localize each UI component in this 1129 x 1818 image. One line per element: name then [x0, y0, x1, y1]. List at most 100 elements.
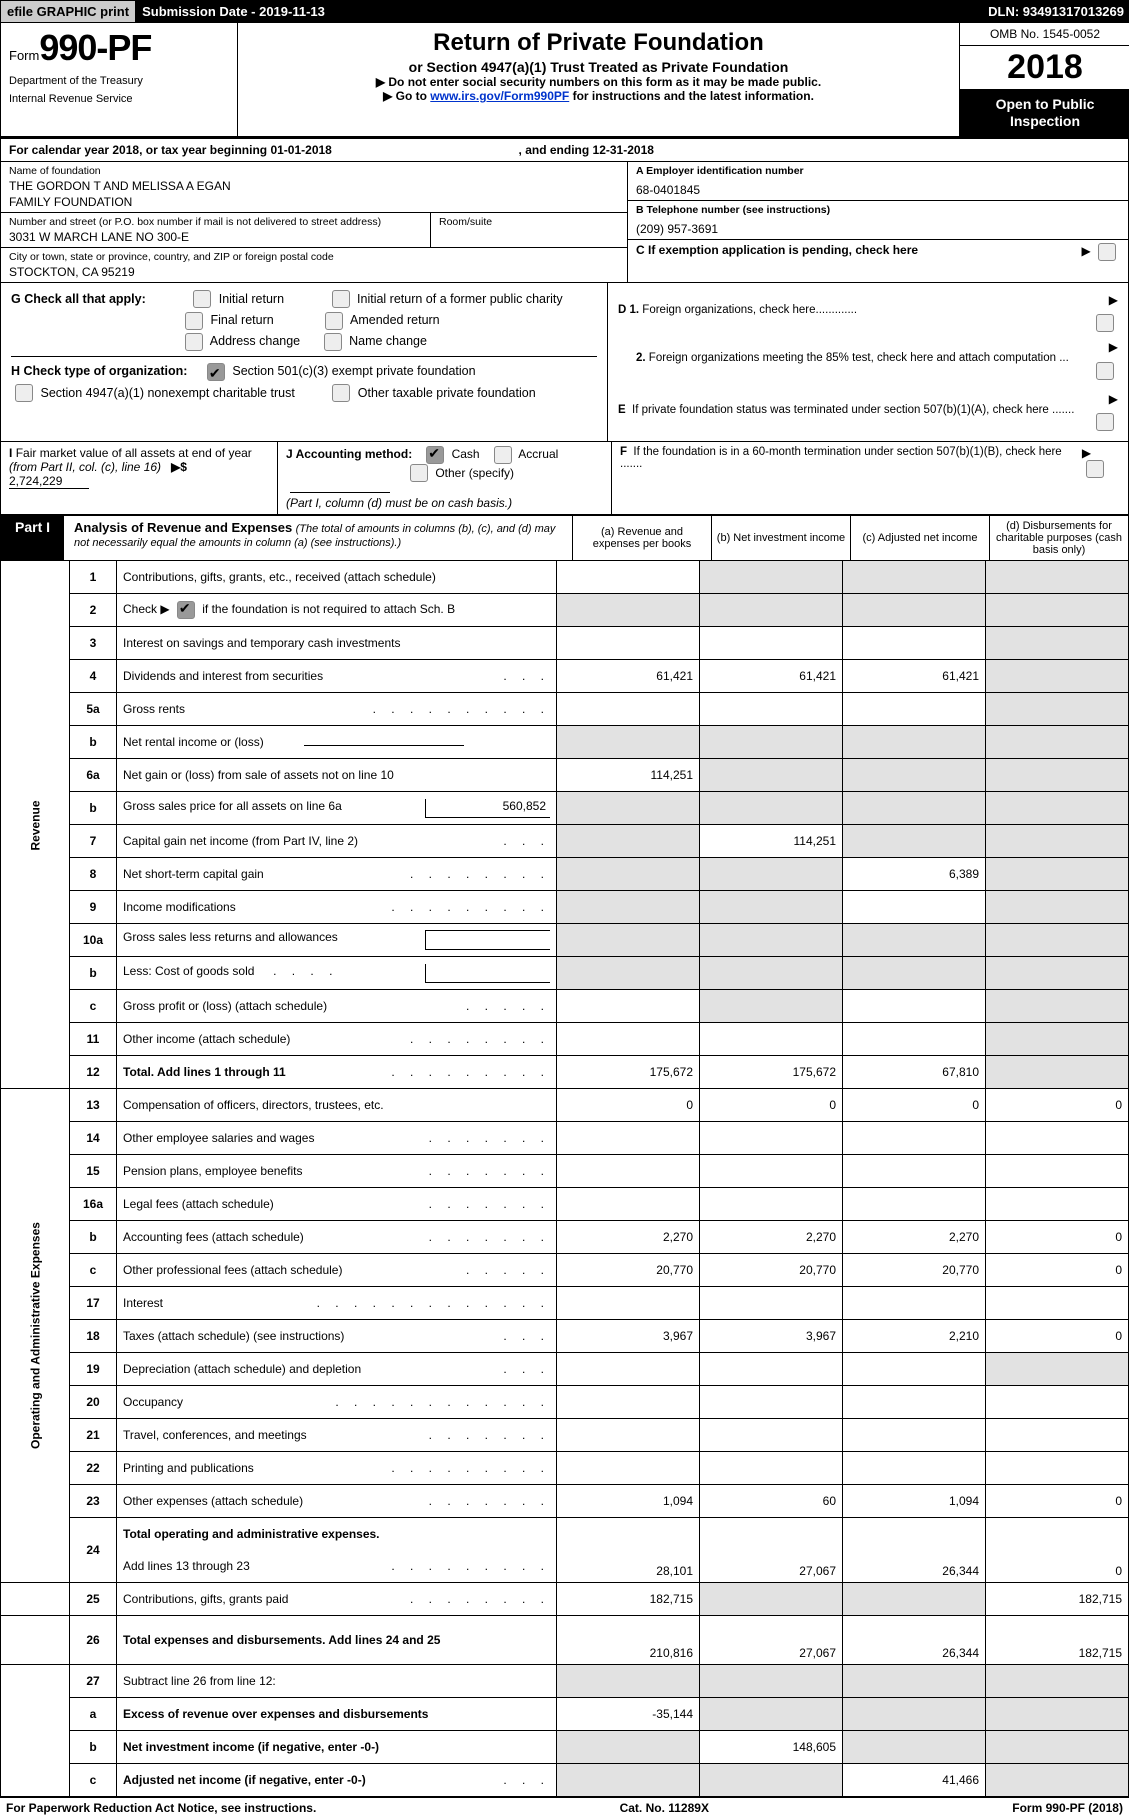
r9-d	[986, 891, 1129, 924]
r6b-desc: Gross sales price for all assets on line…	[117, 792, 557, 825]
r10a-d	[986, 924, 1129, 957]
g-name-cb[interactable]	[324, 333, 342, 351]
r16b-a: 2,270	[557, 1221, 700, 1254]
col-a-header: (a) Revenue and expenses per books	[572, 516, 711, 560]
r11-desc: Other income (attach schedule). . . . . …	[117, 1023, 557, 1056]
r8-c: 6,389	[843, 858, 986, 891]
g-row: G Check all that apply: Initial return I…	[11, 289, 597, 353]
r3-desc: Interest on savings and temporary cash i…	[117, 627, 557, 660]
r23-d: 0	[986, 1485, 1129, 1518]
row-15: 15 Pension plans, employee benefits. . .…	[1, 1155, 1129, 1188]
j-accrual-cb[interactable]	[494, 446, 512, 464]
r27c-b	[700, 1764, 843, 1797]
f-checkbox[interactable]	[1086, 460, 1104, 478]
row-12: 12 Total. Add lines 1 through 11. . . . …	[1, 1056, 1129, 1089]
r10b-a	[557, 957, 700, 990]
r27a-num: a	[70, 1698, 117, 1731]
g-address-cb[interactable]	[185, 333, 203, 351]
r2-checkbox[interactable]	[177, 601, 195, 619]
r8-b	[700, 858, 843, 891]
r3-b	[700, 627, 843, 660]
row-27a: a Excess of revenue over expenses and di…	[1, 1698, 1129, 1731]
i-arrow: ▶$	[171, 460, 187, 474]
r1-c	[843, 561, 986, 594]
room-cell: Room/suite	[431, 213, 627, 247]
h-other-cb[interactable]	[332, 384, 350, 402]
expenses-side-label: Operating and Administrative Expenses	[1, 1089, 70, 1583]
city-label: City or town, state or province, country…	[9, 251, 619, 263]
r26-b: 27,067	[700, 1616, 843, 1665]
tax-year: 2018	[960, 46, 1129, 90]
row-10c: c Gross profit or (loss) (attach schedul…	[1, 990, 1129, 1023]
r20-b	[700, 1386, 843, 1419]
r16c-c: 20,770	[843, 1254, 986, 1287]
r14-b	[700, 1122, 843, 1155]
r11-d	[986, 1023, 1129, 1056]
dept-irs: Internal Revenue Service	[9, 93, 229, 105]
part1-header: Part I Analysis of Revenue and Expenses …	[0, 516, 1129, 561]
row-10a: 10a Gross sales less returns and allowan…	[1, 924, 1129, 957]
g-address: Address change	[210, 334, 300, 348]
dln-label: DLN: 93491317013269	[898, 1, 1129, 22]
instr2-prefix: ▶ Go to	[383, 89, 430, 103]
r6b-a	[557, 792, 700, 825]
row-21: 21 Travel, conferences, and meetings. . …	[1, 1419, 1129, 1452]
e-checkbox[interactable]	[1096, 413, 1114, 431]
tel-cell: B Telephone number (see instructions) (2…	[628, 201, 1128, 240]
r21-c	[843, 1419, 986, 1452]
r10b-desc: Less: Cost of goods sold . . . .	[117, 957, 557, 990]
r16a-d	[986, 1188, 1129, 1221]
r17-b	[700, 1287, 843, 1320]
r11-num: 11	[70, 1023, 117, 1056]
r6a-num: 6a	[70, 759, 117, 792]
part1-title: Analysis of Revenue and Expenses	[74, 520, 292, 535]
r10c-d	[986, 990, 1129, 1023]
h-other: Other taxable private foundation	[358, 386, 536, 400]
header-center: Return of Private Foundation or Section …	[238, 23, 959, 136]
r12-d	[986, 1056, 1129, 1089]
col-d-header: (d) Disbursements for charitable purpose…	[989, 516, 1128, 560]
r27-desc: Subtract line 26 from line 12:	[117, 1665, 557, 1698]
g-initial-return-cb[interactable]	[193, 290, 211, 308]
r2-desc-pre: Check ▶	[123, 603, 170, 617]
main-title: Return of Private Foundation	[246, 29, 951, 57]
r10b-c	[843, 957, 986, 990]
check-section: G Check all that apply: Initial return I…	[0, 283, 1129, 443]
instr2-suffix: for instructions and the latest informat…	[569, 89, 814, 103]
r2-a	[557, 594, 700, 627]
irs-link[interactable]: www.irs.gov/Form990PF	[430, 89, 569, 103]
r14-a	[557, 1122, 700, 1155]
r5a-c	[843, 693, 986, 726]
d2-checkbox[interactable]	[1096, 362, 1114, 380]
r16c-d: 0	[986, 1254, 1129, 1287]
r15-num: 15	[70, 1155, 117, 1188]
g-final-cb[interactable]	[185, 312, 203, 330]
r9-c	[843, 891, 986, 924]
r1-num: 1	[70, 561, 117, 594]
j-cash-cb[interactable]	[426, 446, 444, 464]
r7-b: 114,251	[700, 825, 843, 858]
r9-desc: Income modifications. . . . . . . . .	[117, 891, 557, 924]
r26-desc: Total expenses and disbursements. Add li…	[117, 1616, 557, 1665]
r22-a	[557, 1452, 700, 1485]
d1-checkbox[interactable]	[1096, 314, 1114, 332]
r27b-a	[557, 1731, 700, 1764]
r16c-num: c	[70, 1254, 117, 1287]
h-4947-cb[interactable]	[15, 384, 33, 402]
r19-b	[700, 1353, 843, 1386]
row-25: 25 Contributions, gifts, grants paid. . …	[1, 1583, 1129, 1616]
r16a-desc: Legal fees (attach schedule). . . . . . …	[117, 1188, 557, 1221]
g-initial-former-cb[interactable]	[332, 290, 350, 308]
g-amended-cb[interactable]	[325, 312, 343, 330]
row-18: 18 Taxes (attach schedule) (see instruct…	[1, 1320, 1129, 1353]
j-other-cb[interactable]	[410, 464, 428, 482]
r5b-num: b	[70, 726, 117, 759]
c-checkbox[interactable]	[1098, 243, 1116, 261]
h-501c3-cb[interactable]	[207, 363, 225, 381]
r19-desc: Depreciation (attach schedule) and deple…	[117, 1353, 557, 1386]
r1-desc: Contributions, gifts, grants, etc., rece…	[117, 561, 557, 594]
r10c-c	[843, 990, 986, 1023]
r18-c: 2,210	[843, 1320, 986, 1353]
r27c-d	[986, 1764, 1129, 1797]
r17-num: 17	[70, 1287, 117, 1320]
